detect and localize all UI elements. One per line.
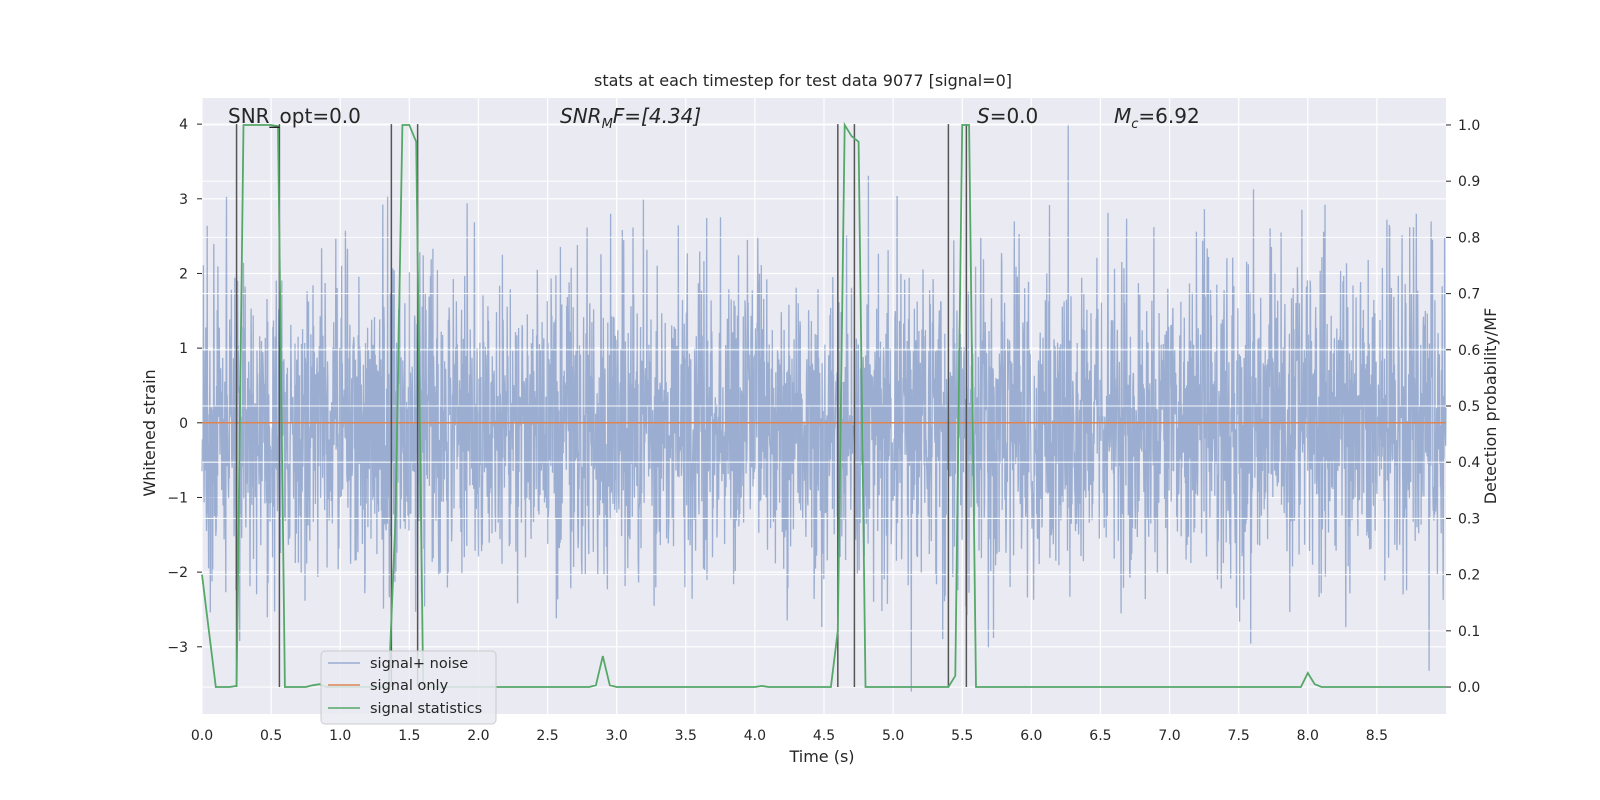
y2-tick-label: 0.8 — [1458, 230, 1480, 246]
annotation-snr-mf-tail: F=[4.34] — [613, 104, 701, 128]
noise-line — [201, 124, 1447, 692]
annotation-snr-mf-base: SNR — [560, 104, 602, 128]
annotation-s: S=0.0 — [977, 104, 1038, 128]
y2-tick-label: 0.3 — [1458, 511, 1480, 527]
x-axis-label: Time (s) — [788, 747, 854, 766]
y-tick-label: 2 — [179, 266, 188, 282]
y-tick-label: 0 — [179, 416, 188, 432]
y-axis-label: Whitened strain — [140, 369, 159, 496]
annotation-snr-opt: SNR_opt=0.0 — [228, 104, 361, 128]
y-axis-ticks: 4 3 2 1 0 −1 −2 −3 — [167, 117, 202, 656]
x-tick-label: 0.0 — [191, 728, 213, 744]
y-tick-label: −1 — [167, 490, 188, 506]
x-tick-label: 7.5 — [1228, 728, 1250, 744]
legend: signal+ noise signal only signal statist… — [320, 650, 497, 725]
annotation-snr-mf: SNRMF=[4.34] — [560, 104, 701, 132]
signal-statistics-series — [201, 121, 1446, 688]
y-tick-label: 4 — [179, 117, 188, 133]
x-tick-label: 4.5 — [813, 728, 835, 744]
y2-axis-ticks: 1.0 0.9 0.8 0.7 0.6 0.5 0.4 0.3 0.2 0.1 0.0 — [1446, 118, 1480, 696]
y2-tick-label: 0.0 — [1458, 680, 1480, 696]
annotation-mc-base: M — [1114, 104, 1131, 128]
x-tick-label: 1.5 — [398, 728, 420, 744]
annotation-mc: Mc=6.92 — [1114, 104, 1200, 132]
legend-entry-noise: signal+ noise — [370, 656, 468, 672]
y-tick-label: 3 — [179, 192, 188, 208]
x-tick-label: 5.0 — [882, 728, 904, 744]
x-tick-label: 0.5 — [260, 728, 282, 744]
legend-box — [320, 650, 497, 725]
y-tick-label: −3 — [167, 640, 188, 656]
x-tick-label: 3.0 — [606, 728, 628, 744]
x-tick-label: 5.5 — [951, 728, 973, 744]
legend-entry-signal: signal only — [370, 678, 449, 694]
chart-title: stats at each timestep for test data 907… — [594, 71, 1012, 90]
x-tick-label: 3.5 — [675, 728, 697, 744]
y2-tick-label: 0.4 — [1458, 455, 1480, 471]
annotation-mc-sub: c — [1131, 117, 1138, 132]
x-tick-label: 1.0 — [329, 728, 351, 744]
x-tick-label: 6.5 — [1089, 728, 1111, 744]
y2-axis-label: Detection probability/MF — [1481, 308, 1500, 505]
x-tick-label: 2.0 — [467, 728, 489, 744]
y2-tick-label: 0.5 — [1458, 399, 1480, 415]
y2-tick-label: 0.9 — [1458, 174, 1480, 190]
x-axis-ticks: 0.0 0.5 1.0 1.5 2.0 2.5 3.0 3.5 4.0 4.5 5.0 5.5 6.0 6… — [191, 728, 1388, 744]
legend-entry-stats: signal statistics — [370, 701, 482, 717]
annotation-s-base: S — [977, 104, 990, 128]
x-tick-label: 2.5 — [536, 728, 558, 744]
y2-tick-label: 0.2 — [1458, 568, 1480, 584]
y2-tick-label: 1.0 — [1458, 118, 1480, 134]
y-tick-label: −2 — [167, 565, 188, 581]
x-tick-label: 6.0 — [1020, 728, 1042, 744]
y-tick-label: 1 — [179, 341, 188, 357]
annotation-mc-tail: =6.92 — [1138, 104, 1199, 128]
annotation-s-tail: =0.0 — [990, 104, 1039, 128]
y2-tick-label: 0.6 — [1458, 343, 1480, 359]
x-tick-label: 8.5 — [1366, 728, 1388, 744]
x-tick-label: 8.0 — [1297, 728, 1319, 744]
x-tick-label: 7.0 — [1158, 728, 1180, 744]
signal-noise-series — [201, 124, 1447, 692]
y2-tick-label: 0.7 — [1458, 287, 1480, 303]
annotation-snr-mf-sub: M — [602, 117, 613, 132]
y2-tick-label: 0.1 — [1458, 624, 1480, 640]
x-tick-label: 4.0 — [744, 728, 766, 744]
statistics-line — [201, 121, 1446, 688]
